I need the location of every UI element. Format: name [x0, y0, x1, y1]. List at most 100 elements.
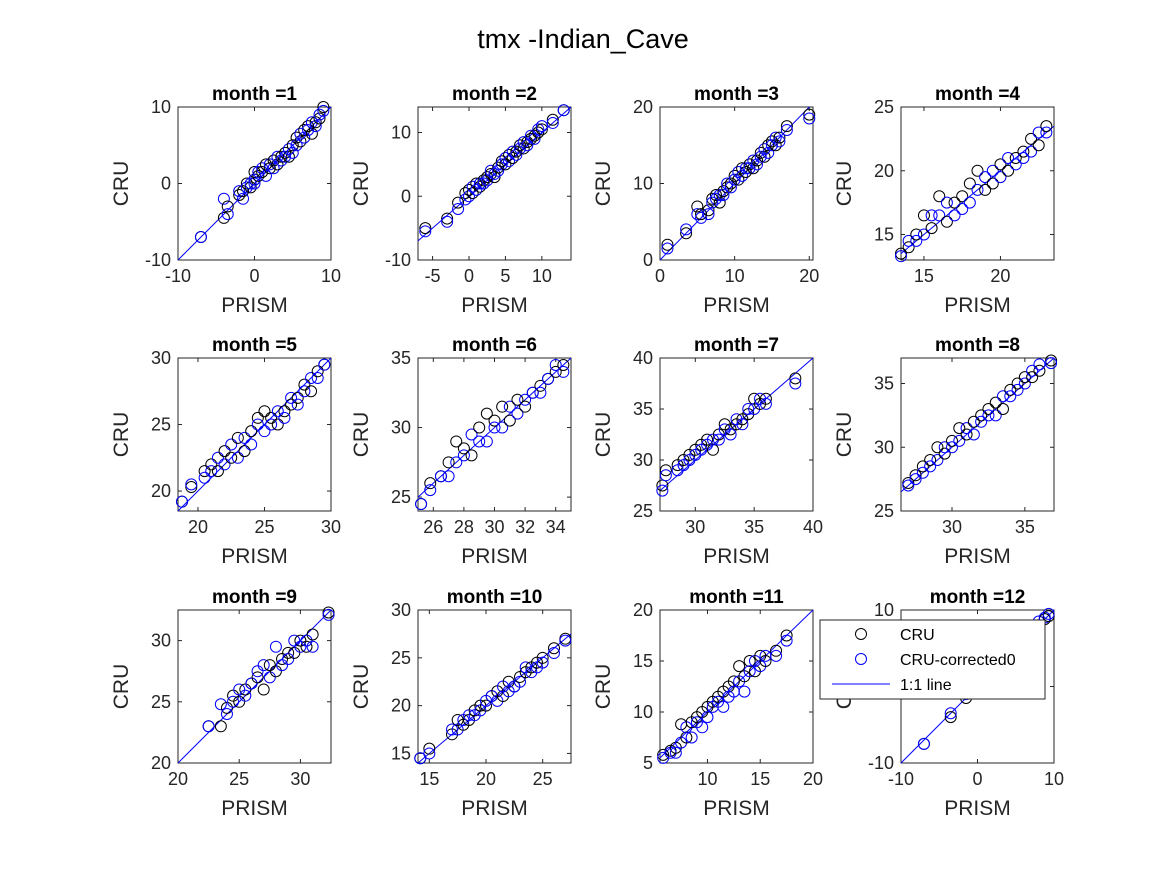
- cru-point: [450, 435, 463, 448]
- subplot-title: month =5: [212, 335, 297, 356]
- legend-label: CRU: [900, 627, 935, 644]
- cru-point: [233, 188, 246, 201]
- corrected-point: [994, 171, 1007, 184]
- subplot-month-7: 30 35 40 25 30 35 40 month =7 PRISM CRU: [592, 335, 823, 568]
- cru-point: [237, 185, 250, 198]
- cru-point: [305, 385, 318, 398]
- corrected-point: [514, 142, 526, 155]
- corrected-point: [721, 177, 734, 190]
- cru-point: [279, 146, 292, 159]
- y-axis-label: CRU: [350, 161, 373, 207]
- axes-box: [659, 357, 814, 512]
- cru-point: [739, 166, 752, 179]
- cru-point: [1018, 371, 1031, 384]
- corrected-point: [205, 465, 218, 478]
- cru-point: [306, 628, 319, 641]
- cru-point: [322, 606, 335, 619]
- cru-point: [754, 146, 767, 159]
- corrected-point: [477, 177, 490, 190]
- corrected-point: [659, 469, 672, 482]
- x-tick-label: 10: [697, 769, 717, 789]
- cru-point: [267, 154, 280, 167]
- x-tick-label: 15: [914, 266, 934, 286]
- x-axis-label: PRISM: [944, 797, 1011, 820]
- corrected-point: [1040, 126, 1053, 139]
- corrected-point: [789, 377, 802, 390]
- x-tick-label: 30: [290, 769, 310, 789]
- corrected-point: [248, 173, 261, 186]
- axes-box: [417, 357, 572, 512]
- cru-point: [924, 454, 937, 466]
- cru-point: [1033, 364, 1046, 377]
- corrected-point: [712, 433, 725, 446]
- corrected-point: [194, 231, 207, 244]
- corrected-point: [503, 400, 516, 413]
- cru-point: [1026, 371, 1039, 384]
- corrected-point: [245, 438, 258, 451]
- corrected-point: [473, 435, 486, 448]
- cru-point: [286, 139, 299, 152]
- cru-point: [910, 228, 923, 241]
- cru-point: [256, 166, 269, 179]
- corrected-point: [747, 154, 760, 167]
- corrected-point: [917, 228, 930, 241]
- corrected-point: [724, 181, 737, 194]
- cru-point: [680, 227, 693, 240]
- one-to-one-line: [900, 125, 1055, 255]
- corrected-point: [728, 173, 741, 186]
- corrected-point: [536, 656, 549, 669]
- corrected-point: [305, 371, 318, 384]
- y-tick-label: 30: [391, 418, 411, 438]
- x-tick-label: 25: [533, 769, 553, 789]
- corrected-point: [257, 659, 270, 672]
- cru-point: [895, 247, 907, 260]
- corrected-point: [290, 139, 303, 152]
- subplot-month-4: 15 20 15 20 25 month =4 PRISM CRU: [833, 84, 1055, 317]
- corrected-point: [499, 152, 512, 164]
- x-tick-label: 28: [454, 517, 474, 537]
- corrected-point: [519, 393, 532, 406]
- cru-point: [534, 379, 547, 392]
- cru-point: [480, 407, 493, 420]
- cru-point: [994, 158, 1007, 171]
- cru-point: [717, 185, 730, 198]
- cru-point: [680, 731, 693, 744]
- cru-point: [982, 403, 995, 415]
- cru-point: [217, 211, 230, 224]
- cru-point: [271, 158, 284, 171]
- cru-point: [205, 458, 218, 471]
- cru-point: [938, 447, 951, 460]
- subplot-grid: -10 0 10 -10 0 10 month =1 PRISM CRU -5 0 5 10 -10 0 10…: [110, 84, 1064, 820]
- cru-point: [780, 629, 793, 642]
- corrected-point: [288, 634, 301, 647]
- cru-point: [290, 131, 303, 144]
- corrected-point: [532, 123, 545, 136]
- cru-point: [419, 222, 432, 235]
- corrected-point: [559, 634, 572, 647]
- corrected-point: [269, 640, 282, 653]
- corrected-point: [909, 473, 922, 486]
- cru-point: [549, 365, 562, 378]
- cru-point: [759, 655, 772, 667]
- corrected-point: [282, 652, 295, 665]
- cru-point: [747, 162, 760, 175]
- corrected-point: [754, 150, 767, 163]
- x-tick-label: 10: [725, 266, 745, 286]
- corrected-point: [466, 180, 479, 193]
- x-axis-label: PRISM: [221, 545, 288, 568]
- subplot-title: month =10: [447, 587, 543, 608]
- cru-point: [240, 177, 253, 190]
- y-tick-label: 30: [633, 450, 653, 470]
- corrected-point: [773, 135, 786, 148]
- cru-point: [1025, 132, 1038, 145]
- one-to-one-line: [417, 633, 572, 764]
- y-tick-label: 10: [151, 97, 171, 117]
- corrected-point: [441, 215, 454, 228]
- y-tick-label: 20: [151, 481, 171, 501]
- corrected-point: [517, 136, 530, 149]
- corrected-point: [986, 164, 999, 177]
- y-tick-label: 5: [643, 753, 653, 773]
- cru-point: [759, 392, 772, 405]
- corrected-point: [960, 422, 973, 435]
- cru-point: [288, 646, 301, 659]
